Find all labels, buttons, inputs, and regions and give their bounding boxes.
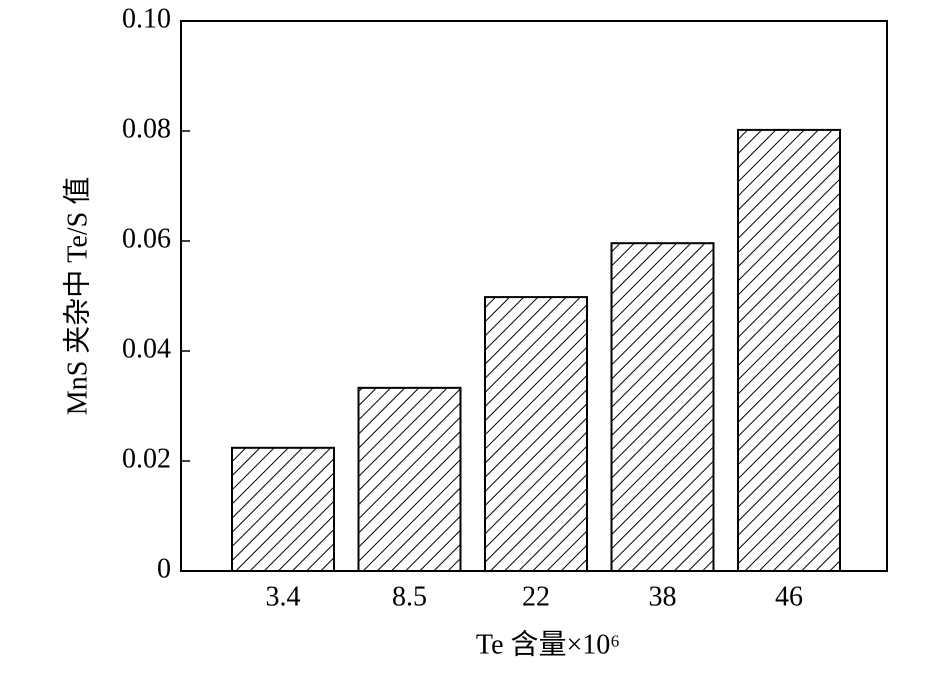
y-tick-label: 0.04	[122, 333, 171, 364]
bar	[357, 386, 462, 572]
bar	[484, 296, 588, 572]
x-tick-label: 46	[775, 581, 803, 612]
y-tick-label: 0.10	[122, 3, 171, 34]
y-tick-label: 0.08	[122, 113, 171, 144]
x-tick-label: 38	[649, 581, 677, 612]
bar	[231, 446, 335, 572]
plot-frame	[180, 20, 888, 572]
x-tick-label: 8.5	[392, 581, 427, 612]
x-tick-label: 3.4	[266, 581, 301, 612]
bar	[737, 128, 841, 572]
y-tick-label: 0.02	[122, 443, 171, 474]
y-tick-label: 0	[157, 553, 171, 584]
x-tick-label: 22	[522, 581, 550, 612]
bar	[610, 242, 715, 572]
x-axis-label: Te 含量×10⁶	[476, 628, 620, 660]
y-axis-label: MnS 夹杂中 Te/S 值	[61, 177, 93, 415]
y-tick-label: 0.06	[122, 223, 171, 254]
